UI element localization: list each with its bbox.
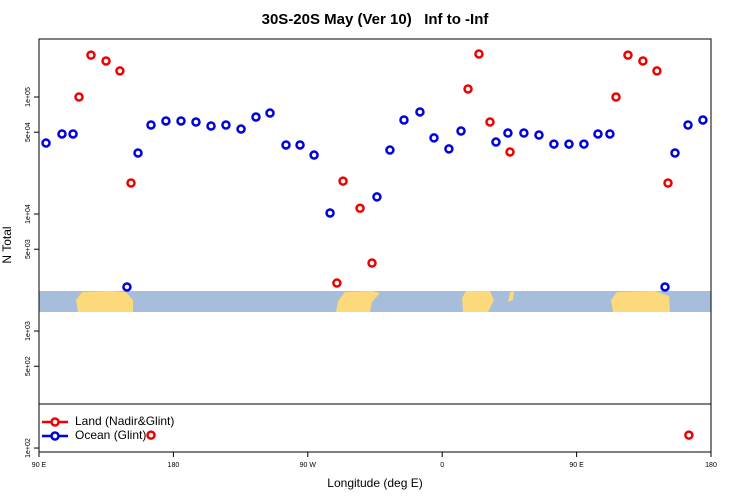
point bbox=[534, 130, 544, 140]
point bbox=[491, 137, 501, 147]
point bbox=[325, 208, 335, 218]
point bbox=[146, 430, 156, 440]
point bbox=[611, 92, 621, 102]
point bbox=[74, 92, 84, 102]
x-tick-label: 180 bbox=[705, 462, 717, 469]
point bbox=[206, 121, 216, 131]
point bbox=[191, 117, 201, 127]
point bbox=[355, 203, 365, 213]
point bbox=[367, 258, 377, 268]
point bbox=[549, 139, 559, 149]
point bbox=[593, 129, 603, 139]
point bbox=[623, 50, 633, 60]
point bbox=[399, 115, 409, 125]
point bbox=[385, 145, 395, 155]
point bbox=[456, 126, 466, 136]
point bbox=[663, 178, 673, 188]
legend-label: Land (Nadir&Glint) bbox=[75, 414, 174, 428]
point bbox=[146, 120, 156, 130]
y-tick-label: 1e+03 bbox=[25, 321, 32, 341]
point bbox=[519, 128, 529, 138]
point bbox=[338, 176, 348, 186]
point bbox=[281, 140, 291, 150]
point bbox=[176, 116, 186, 126]
x-tick-label: 90 E bbox=[32, 462, 47, 469]
point bbox=[463, 84, 473, 94]
point bbox=[474, 49, 484, 59]
point bbox=[122, 282, 132, 292]
point bbox=[309, 150, 319, 160]
point bbox=[295, 140, 305, 150]
x-axis-label: Longitude (deg E) bbox=[327, 476, 422, 490]
y-tick-label: 5e+04 bbox=[25, 122, 32, 142]
point bbox=[698, 115, 708, 125]
point bbox=[670, 148, 680, 158]
y-tick-label: 5e+03 bbox=[25, 239, 32, 259]
chart-title: 30S-20S May (Ver 10) Inf to -Inf bbox=[262, 11, 490, 28]
point bbox=[41, 138, 51, 148]
point bbox=[660, 282, 670, 292]
x-tick-label: 90 W bbox=[300, 462, 317, 469]
point bbox=[161, 116, 171, 126]
point bbox=[444, 144, 454, 154]
point bbox=[221, 120, 231, 130]
point bbox=[133, 148, 143, 158]
point bbox=[429, 133, 439, 143]
y-tick-label: 1e+04 bbox=[25, 204, 32, 224]
map-strip bbox=[39, 291, 711, 312]
point bbox=[265, 108, 275, 118]
point bbox=[68, 129, 78, 139]
point bbox=[115, 66, 125, 76]
x-tick-label: 90 E bbox=[569, 462, 584, 469]
legend-label: Ocean (Glint) bbox=[75, 428, 146, 442]
x-tick-label: 0 bbox=[440, 462, 444, 469]
point bbox=[564, 139, 574, 149]
y-tick-label: 1e+02 bbox=[25, 438, 32, 458]
point bbox=[372, 192, 382, 202]
point bbox=[684, 430, 694, 440]
y-tick-label: 5e+02 bbox=[25, 356, 32, 376]
point bbox=[415, 107, 425, 117]
point bbox=[236, 124, 246, 134]
y-axis-label: N Total bbox=[0, 226, 14, 263]
x-tick-label: 180 bbox=[168, 462, 180, 469]
point bbox=[485, 117, 495, 127]
point bbox=[86, 50, 96, 60]
point bbox=[579, 139, 589, 149]
legend-marker bbox=[50, 417, 60, 427]
point bbox=[332, 278, 342, 288]
point bbox=[126, 178, 136, 188]
point bbox=[652, 66, 662, 76]
point bbox=[638, 56, 648, 66]
point bbox=[57, 129, 67, 139]
point bbox=[251, 112, 261, 122]
point bbox=[683, 120, 693, 130]
legend-box bbox=[38, 403, 712, 453]
legend-marker bbox=[50, 431, 60, 441]
point bbox=[605, 129, 615, 139]
point bbox=[503, 128, 513, 138]
plot-frame bbox=[38, 38, 712, 453]
y-tick-label: 1e+05 bbox=[25, 87, 32, 107]
point bbox=[101, 56, 111, 66]
point bbox=[505, 147, 515, 157]
